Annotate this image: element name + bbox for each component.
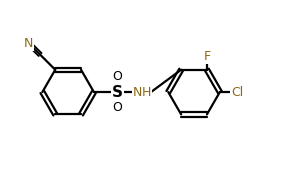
Text: S: S [112, 85, 123, 100]
Text: H: H [142, 85, 151, 99]
Text: N: N [133, 85, 142, 99]
Text: F: F [203, 50, 210, 63]
Text: Cl: Cl [231, 85, 244, 99]
Text: O: O [113, 70, 123, 83]
Text: N: N [24, 37, 33, 50]
Text: O: O [113, 101, 123, 114]
